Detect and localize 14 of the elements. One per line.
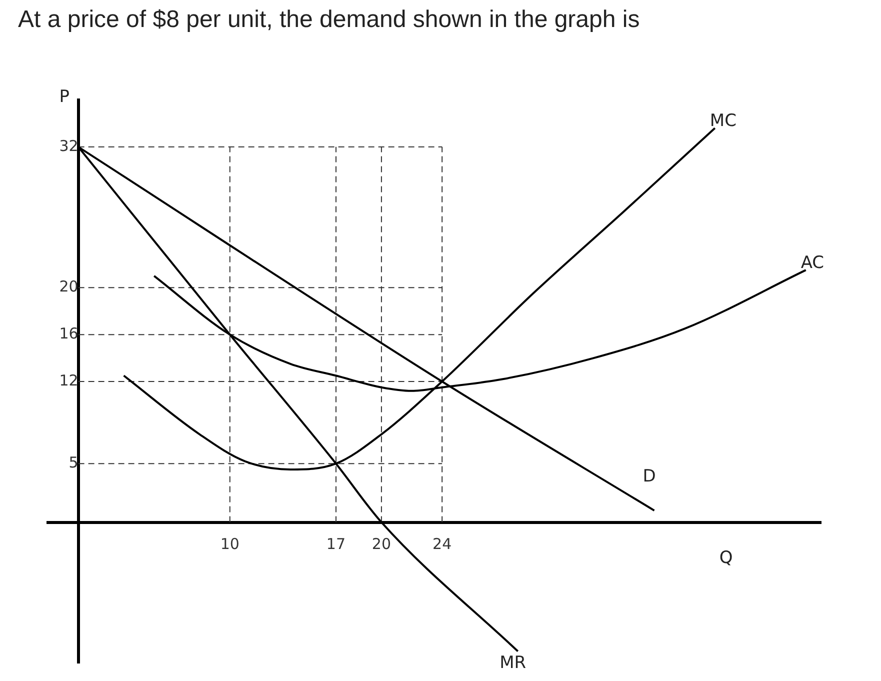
series-label: AC [800, 252, 824, 273]
y-axis-title: P [59, 86, 70, 107]
x-axis-title: Q [719, 548, 733, 568]
y-tick-label: 12 [59, 371, 78, 390]
y-tick-label: 5 [68, 453, 78, 472]
x-tick-label: 24 [432, 535, 452, 554]
x-tick-label: 17 [326, 535, 346, 554]
chart-title: At a price of $8 per unit, the demand shown in the graph is [18, 6, 640, 34]
series-label: MC [710, 111, 736, 132]
series-label: D [642, 466, 656, 486]
x-tick-label: 10 [220, 535, 240, 554]
x-tick-label: 20 [372, 535, 391, 554]
y-tick-label: 32 [59, 136, 78, 155]
series-label: MR [500, 653, 526, 674]
